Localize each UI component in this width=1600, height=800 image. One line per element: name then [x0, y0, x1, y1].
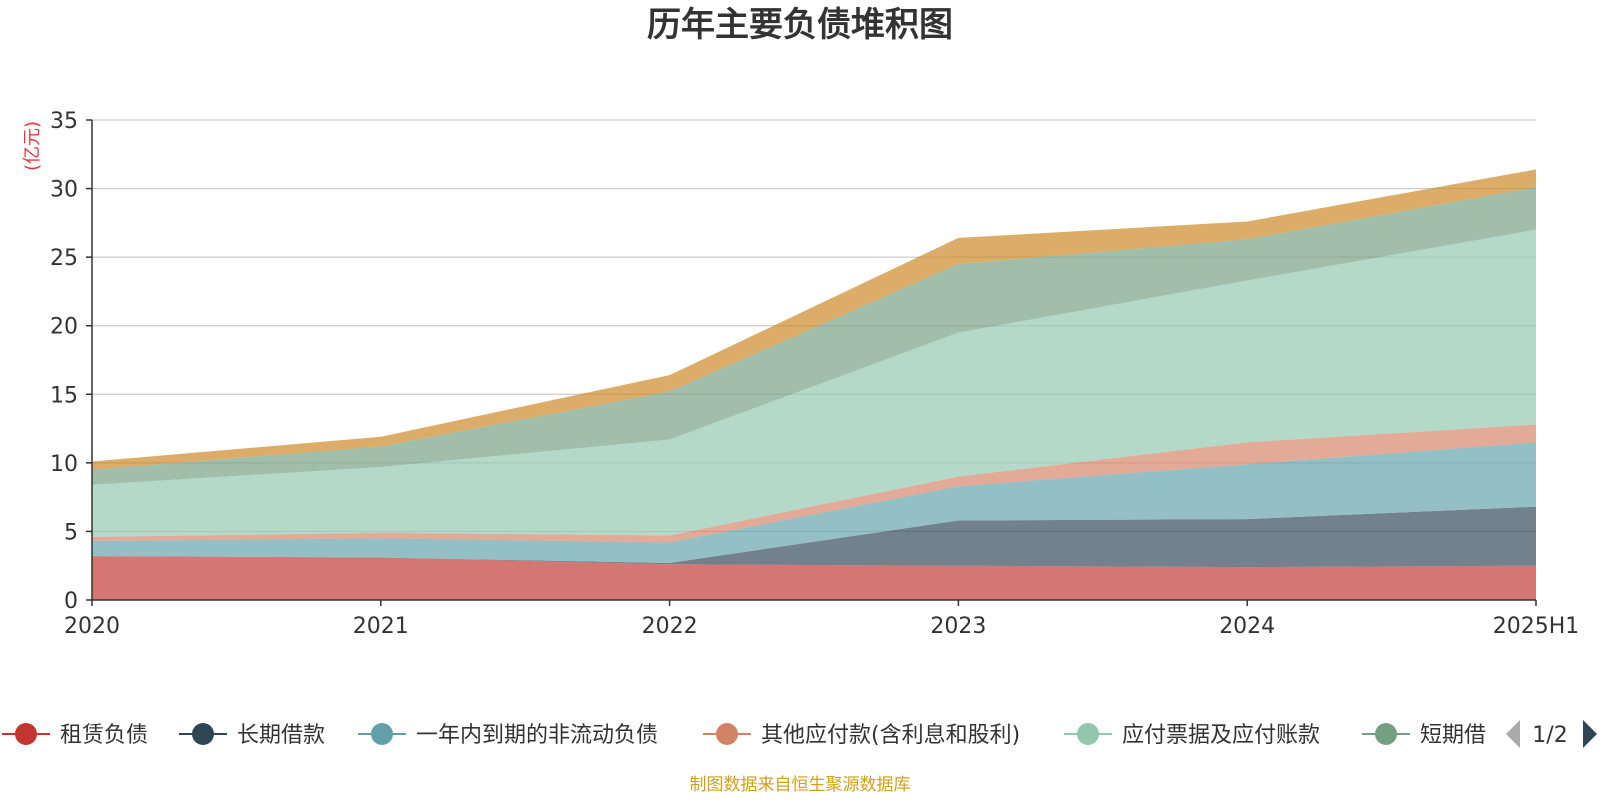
- legend-label: 长期借款: [237, 723, 325, 748]
- legend-item-1[interactable]: 租赁负债: [2, 723, 148, 748]
- area-series-3: [92, 442, 1536, 563]
- legend-label: 应付票据及应付账款: [1122, 723, 1320, 748]
- y-tick-label-15: 15: [50, 383, 78, 408]
- y-axis-unit: (亿元): [22, 121, 43, 171]
- y-tick-label-25: 25: [50, 246, 78, 271]
- legend-item-5[interactable]: 应付票据及应付账款: [1064, 723, 1320, 748]
- legend: 租赁负债 长期借款 一年内到期的非流动负债 其他应付款(含利息和股利) 应付票据及应付账…: [2, 723, 1486, 748]
- legend-label: 一年内到期的非流动负债: [416, 723, 658, 748]
- x-tick-label-2021: 2021: [353, 614, 409, 639]
- area-series: [92, 169, 1536, 600]
- legend-item-2[interactable]: 长期借款: [179, 723, 325, 748]
- y-tick-label-30: 30: [50, 178, 78, 203]
- x-tick-label-2023: 2023: [930, 614, 986, 639]
- legend-label: 短期借: [1420, 723, 1486, 748]
- x-tick-label-2020: 2020: [64, 614, 120, 639]
- y-tick-label-0: 0: [64, 589, 78, 614]
- legend-circle-icon: [15, 723, 37, 745]
- legend-label: 租赁负债: [60, 723, 148, 748]
- legend-item-3[interactable]: 一年内到期的非流动负债: [358, 723, 658, 748]
- x-tick-label-2022: 2022: [642, 614, 698, 639]
- area-series-7: [92, 169, 1536, 470]
- area-series-2: [92, 506, 1536, 568]
- y-tick-label-35: 35: [50, 109, 78, 134]
- source-note: 制图数据来自恒生聚源数据库: [690, 775, 911, 795]
- area-series-4: [92, 424, 1536, 543]
- area-series-1: [92, 556, 1536, 600]
- y-tick-label-10: 10: [50, 452, 78, 477]
- legend-page-indicator: 1/2: [1532, 723, 1567, 748]
- legend-circle-icon: [371, 723, 393, 745]
- legend-circle-icon: [1375, 723, 1397, 745]
- x-tick-label-2025H1: 2025H1: [1493, 614, 1580, 639]
- legend-circle-icon: [716, 723, 738, 745]
- axes: 0 5 10 15 20 25 30 35 2020 2021 2022 2023 2024 2025H1: [50, 109, 1579, 639]
- legend-label: 其他应付款(含利息和股利): [761, 723, 1020, 748]
- legend-next-icon[interactable]: [1583, 720, 1597, 748]
- legend-circle-icon: [192, 723, 214, 745]
- y-tick-label-20: 20: [50, 315, 78, 340]
- legend-circle-icon: [1077, 723, 1099, 745]
- chart-title: 历年主要负债堆积图: [647, 5, 953, 45]
- y-tick-label-5: 5: [64, 520, 78, 545]
- area-series-5: [92, 229, 1536, 537]
- legend-pager: 1/2: [1506, 720, 1597, 748]
- x-tick-label-2024: 2024: [1219, 614, 1275, 639]
- legend-item-4[interactable]: 其他应付款(含利息和股利): [703, 723, 1020, 748]
- legend-item-6[interactable]: 短期借: [1362, 723, 1486, 748]
- area-series-6: [92, 187, 1536, 485]
- legend-prev-icon[interactable]: [1506, 720, 1520, 748]
